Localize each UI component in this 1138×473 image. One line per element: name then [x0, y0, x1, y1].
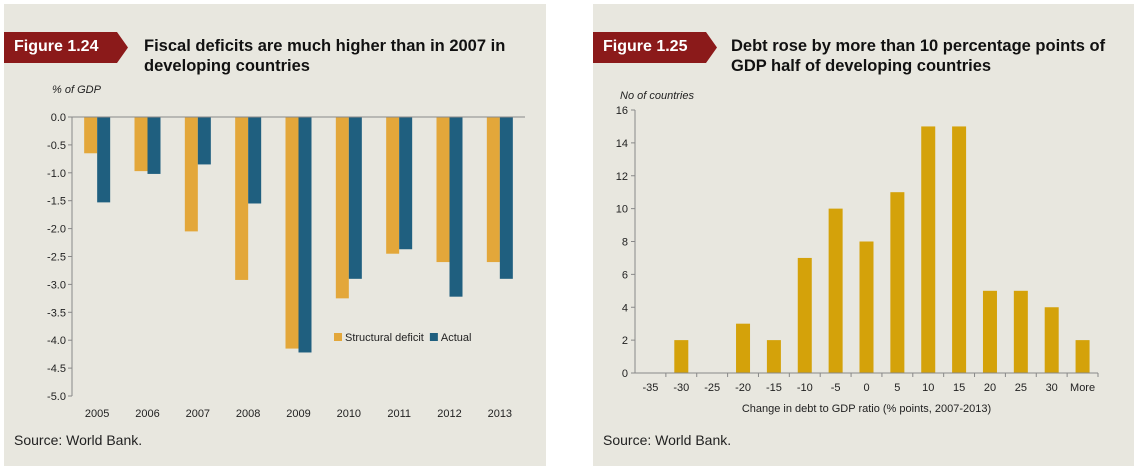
bar-actual — [197, 117, 211, 165]
debt-change-histogram: No of countries 0 2 4 6 8 10 12 14 16 -35 -30 -25 -20… — [616, 90, 1099, 415]
histogram-bar — [952, 126, 967, 373]
histogram-bar — [859, 241, 874, 373]
x-tick-label: 2009 — [286, 408, 310, 420]
histogram-bar — [766, 340, 781, 373]
y-tick-label: 8 — [622, 237, 628, 249]
y-tick-label: 2 — [622, 335, 628, 347]
figure-tag-ribbon — [4, 32, 128, 63]
bar-actual — [298, 117, 312, 353]
histogram-bar — [797, 257, 812, 373]
x-tick-label: -25 — [704, 382, 720, 394]
y-tick-label: 12 — [616, 171, 628, 183]
histogram-bar — [982, 290, 997, 373]
bar-actual — [449, 117, 463, 297]
bar-actual — [147, 117, 161, 174]
bar-structural-deficit — [134, 117, 148, 172]
figure-title: Fiscal deficits are much higher than in … — [144, 37, 506, 75]
x-tick-label: More — [1070, 382, 1095, 394]
x-tick-label: 2006 — [135, 408, 159, 420]
legend-label: Structural deficit — [345, 332, 424, 344]
histogram-bar — [1013, 290, 1028, 373]
histogram-bar — [1044, 307, 1059, 373]
source-note: Source: World Bank. — [14, 432, 143, 448]
legend-swatch — [429, 333, 438, 341]
figure-title: Debt rose by more than 10 percentage poi… — [731, 37, 1106, 75]
figure-tag: Figure 1.25 — [593, 32, 718, 63]
figure-tag-shape — [4, 32, 128, 63]
figure-number: Figure 1.25 — [603, 38, 688, 55]
y-tick-label: -4.0 — [47, 335, 66, 347]
x-tick-label: 5 — [894, 382, 900, 394]
bar-structural-deficit — [436, 117, 450, 263]
figure-panel-1-24: Figure 1.24 Fiscal deficits are much hig… — [4, 4, 546, 466]
histogram-bar — [921, 126, 936, 373]
y-tick-label: 16 — [616, 105, 628, 117]
legend-swatch — [334, 333, 342, 341]
x-tick-label: -30 — [673, 382, 689, 394]
legend-label: Actual — [441, 332, 472, 344]
bar-actual — [399, 117, 413, 250]
y-tick-label: 0 — [622, 368, 628, 380]
y-axis-label: No of countries — [620, 90, 694, 102]
x-tick-label: -20 — [735, 382, 751, 394]
y-tick-label: 6 — [622, 269, 628, 281]
histogram-bar — [828, 208, 843, 373]
bar-structural-deficit — [184, 117, 198, 232]
x-tick-label: 2010 — [337, 408, 361, 420]
y-tick-label: -3.5 — [47, 307, 66, 319]
x-tick-label: 20 — [984, 382, 996, 394]
x-tick-label: 2007 — [186, 408, 210, 420]
histogram-bar — [674, 340, 689, 373]
y-tick-label: 4 — [622, 302, 628, 314]
x-tick-label: -5 — [831, 382, 841, 394]
y-tick-label: -2.5 — [47, 252, 66, 264]
bar-actual — [348, 117, 362, 279]
figure-number: Figure 1.24 — [14, 38, 99, 55]
y-tick-label: 14 — [616, 138, 628, 150]
source-note: Source: World Bank. — [603, 432, 732, 448]
x-tick-label: 30 — [1046, 382, 1058, 394]
x-axis-label: Change in debt to GDP ratio (% points, 2… — [742, 403, 991, 415]
bar-structural-deficit — [285, 117, 299, 349]
x-tick-label: -15 — [766, 382, 782, 394]
y-tick-label: -5.0 — [47, 391, 66, 403]
y-tick-label: -1.5 — [47, 196, 66, 208]
bar-actual — [499, 117, 513, 279]
figure-tag-shape — [593, 32, 717, 63]
x-tick-label: 25 — [1015, 382, 1027, 394]
y-tick-label: -2.0 — [47, 224, 66, 236]
y-tick-label: -4.5 — [47, 363, 66, 375]
bar-actual — [248, 117, 262, 204]
bar-structural-deficit — [386, 117, 400, 254]
bar-structural-deficit — [335, 117, 349, 299]
y-tick-label: -1.0 — [47, 168, 66, 180]
figure-panel-1-25: Figure 1.25 Debt rose by more than 10 pe… — [593, 4, 1134, 466]
figure-tag: Figure 1.24 — [4, 32, 129, 63]
x-tick-label: 2005 — [85, 408, 109, 420]
y-axis-label: % of GDP — [52, 84, 102, 96]
y-tick-label: -0.5 — [47, 140, 66, 152]
fiscal-deficit-chart: % of GDP 0.0 -0.5 -1.0 -1.5 -2.0 -2.5 -3.0 -3.5 -… — [47, 84, 525, 420]
x-tick-label: 2013 — [488, 408, 512, 420]
y-tick-label: 10 — [616, 204, 628, 216]
histogram-bar — [736, 323, 751, 373]
x-tick-label: 2012 — [437, 408, 461, 420]
bar-structural-deficit — [84, 117, 98, 154]
bar-actual — [97, 117, 111, 203]
bar-structural-deficit — [486, 117, 500, 263]
y-tick-label: 0.0 — [51, 112, 66, 124]
x-tick-label: 0 — [863, 382, 869, 394]
x-tick-label: 2008 — [236, 408, 260, 420]
histogram-bar — [1075, 340, 1090, 373]
x-tick-label: 15 — [953, 382, 965, 394]
x-tick-label: -35 — [642, 382, 658, 394]
figure-tag-ribbon — [593, 32, 717, 63]
y-tick-label: -3.0 — [47, 279, 66, 291]
x-tick-label: 10 — [922, 382, 934, 394]
histogram-bar — [890, 192, 905, 373]
bar-structural-deficit — [235, 117, 249, 280]
x-tick-label: -10 — [797, 382, 813, 394]
x-tick-label: 2011 — [387, 408, 411, 420]
